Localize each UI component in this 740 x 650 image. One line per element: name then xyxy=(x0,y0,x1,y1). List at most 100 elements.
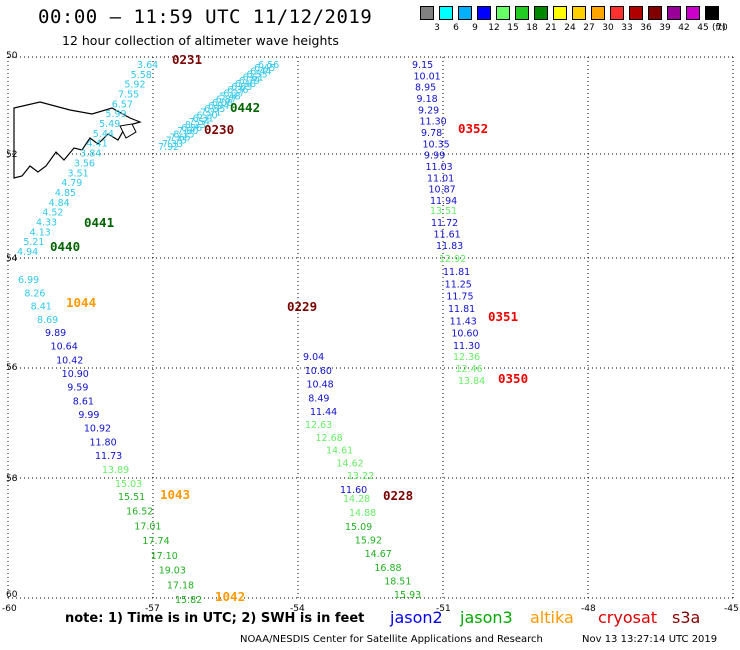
time-labels: 0231 0442 0230 0441 0440 0352 0229 0351 0350 1044… xyxy=(50,52,528,604)
wave-height-value: 8.23 xyxy=(185,120,206,131)
satellite-track: 15.51 16.52 17.01 17.74 17.10 19.03 17.18 15.82 xyxy=(118,492,202,606)
labrador-coast xyxy=(13,101,142,179)
lon-label: -54 xyxy=(290,604,305,614)
satellite-track: 9.89 10.64 10.42 10.90 9.59 8.61 9.99 10.92 11.8… xyxy=(45,328,122,462)
scale-swatch xyxy=(667,6,681,20)
pass-time-label: 0350 xyxy=(498,371,528,386)
wave-height-value: 7.71 xyxy=(200,107,221,118)
satellite-track: 6.99 8.26 8.41 8.69 xyxy=(18,275,58,326)
wave-height-value: 9.04 xyxy=(303,352,324,363)
scale-label: 18 xyxy=(526,23,538,33)
grid xyxy=(7,56,734,599)
scale-swatch xyxy=(477,6,491,20)
scale-swatch xyxy=(629,6,643,20)
wave-height-value: 18.51 xyxy=(384,576,411,587)
wave-height-value: 7.33 xyxy=(162,139,183,150)
wave-height-value: 6.36 xyxy=(227,85,248,96)
wave-height-value: 14.28 xyxy=(343,494,370,505)
wave-height-value: 11.03 xyxy=(426,162,453,173)
wave-height-value: 9.89 xyxy=(45,328,66,339)
satellite-track: 3.645.585.927.556.575.995.495.444.413.84… xyxy=(17,60,158,258)
wave-height-value: 12.68 xyxy=(316,433,343,444)
scale-swatch xyxy=(515,6,529,20)
legend-jason3: jason3 xyxy=(460,608,513,627)
wave-height-value: 7.92 xyxy=(158,142,179,153)
satellite-track: 9.04 10.60 10.48 8.49 11.44 xyxy=(303,352,337,418)
wave-height-value: 11.25 xyxy=(445,279,472,290)
wave-height-value: 8.15 xyxy=(173,129,194,140)
wave-height-value: 10.90 xyxy=(62,369,89,380)
wave-height-value: 15.93 xyxy=(394,590,421,601)
wave-height-value: 11.83 xyxy=(436,241,463,252)
scale-label: 21 xyxy=(545,23,557,33)
scale-label: 45 xyxy=(697,23,709,33)
wave-height-value: 4.94 xyxy=(17,247,38,258)
wave-height-value: 4.84 xyxy=(49,198,70,209)
wave-height-value: 7.54 xyxy=(189,117,210,128)
wave-height-value: 17.18 xyxy=(167,580,194,591)
credit: NOAA/NESDIS Center for Satellite Applica… xyxy=(240,634,543,645)
wave-height-value: 5.99 xyxy=(105,109,126,120)
wave-height-value: 8.49 xyxy=(308,393,329,404)
scale-swatch xyxy=(534,6,548,20)
scale-label: 15 xyxy=(507,23,519,33)
wave-height-value: 6.08 xyxy=(212,98,233,109)
scale-unit: (ft) xyxy=(712,23,726,33)
wave-height-value: 8.95 xyxy=(415,83,436,94)
wave-height-value: 3.64 xyxy=(137,60,158,71)
corner-right: -45 xyxy=(724,604,739,614)
wave-height-value: 14.67 xyxy=(365,549,392,560)
legend-cryosat: cryosat xyxy=(598,608,658,627)
wave-height-value: 7.73 xyxy=(166,136,187,147)
pass-time-label: 0231 xyxy=(172,52,202,67)
wave-height-value: 11.81 xyxy=(448,304,475,315)
pass-time-label: 0351 xyxy=(488,309,518,324)
scale-label: 3 xyxy=(434,23,440,33)
satellite-track: 12.92 xyxy=(439,254,466,265)
satellite-track: 13.51 xyxy=(430,206,457,217)
pass-time-label: 0228 xyxy=(383,488,413,503)
wave-height-value: 11.61 xyxy=(434,230,461,241)
wave-height-value: 10.35 xyxy=(423,139,450,150)
wave-height-value: 6.87 xyxy=(216,95,237,106)
wave-height-value: 8.26 xyxy=(24,288,45,299)
wave-height-value: 16.88 xyxy=(374,563,401,574)
wave-height-value: 10.42 xyxy=(56,355,83,366)
wave-height-value: 4.79 xyxy=(61,178,82,189)
scale-swatch xyxy=(420,6,434,20)
lon-label: -57 xyxy=(145,604,160,614)
pass-time-label: 0442 xyxy=(230,100,260,115)
wave-height-value: 8.41 xyxy=(31,302,52,313)
wave-height-value: 14.88 xyxy=(349,508,376,519)
lat-label: 54 xyxy=(6,254,18,264)
wave-height-value: 6.31 xyxy=(193,114,214,125)
satellite-track: 15.09 15.92 14.67 16.88 18.51 15.93 xyxy=(345,522,421,601)
pass-time-label: 1042 xyxy=(215,589,245,604)
wave-height-value: 8.61 xyxy=(73,396,94,407)
wave-height-value: 6.27 xyxy=(223,88,244,99)
island-1 xyxy=(119,123,137,139)
wave-height-value: 7.55 xyxy=(118,90,139,101)
wave-height-value: 19.03 xyxy=(159,566,186,577)
wave-height-value: 10.60 xyxy=(305,366,332,377)
scale-label: 24 xyxy=(564,23,576,33)
wave-height-value: 4.33 xyxy=(36,217,57,228)
wave-height-value: 3.84 xyxy=(80,149,101,160)
wave-height-value: 10.87 xyxy=(429,185,456,196)
scale-swatch xyxy=(439,6,453,20)
wave-height-value: 12.46 xyxy=(456,364,483,375)
wave-height-value: 4.41 xyxy=(86,139,107,150)
scale-swatch xyxy=(648,6,662,20)
scale-label: 33 xyxy=(621,23,633,33)
wave-height-value: 4.85 xyxy=(55,188,76,199)
scale-label: 12 xyxy=(488,23,500,33)
pass-time-label: 0230 xyxy=(204,122,234,137)
wave-height-value: 15.09 xyxy=(345,522,372,533)
scale-swatch xyxy=(496,6,510,20)
wave-height-value: 11.30 xyxy=(453,341,480,352)
scale-label: 9 xyxy=(472,23,478,33)
wave-height-value: 4.52 xyxy=(42,208,63,219)
scale-label: 39 xyxy=(659,23,671,33)
